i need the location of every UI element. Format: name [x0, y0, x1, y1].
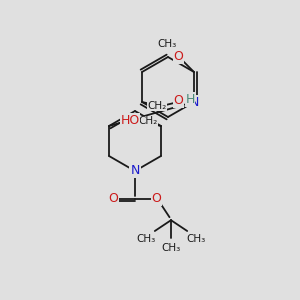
Text: H: H: [185, 93, 195, 106]
Text: N: N: [189, 95, 199, 109]
Text: CH₃: CH₃: [186, 234, 205, 244]
Text: CH₃: CH₃: [158, 39, 177, 49]
Text: O: O: [174, 94, 184, 107]
Text: CH₃: CH₃: [137, 234, 156, 244]
Text: CH₃: CH₃: [161, 243, 181, 253]
Text: O: O: [109, 192, 118, 205]
Text: CH₂: CH₂: [139, 116, 158, 127]
Text: CH₂: CH₂: [147, 100, 167, 111]
Text: O: O: [173, 50, 183, 63]
Text: O: O: [152, 192, 161, 205]
Text: HO: HO: [121, 113, 140, 127]
Text: N: N: [130, 164, 140, 178]
